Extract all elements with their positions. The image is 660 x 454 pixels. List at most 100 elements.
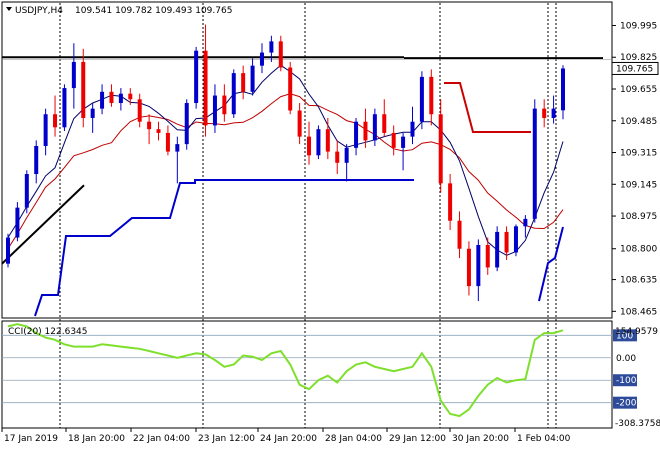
cci-level-label: 0.00: [616, 354, 636, 364]
candle-body: [43, 114, 48, 146]
cci-level-label: -100: [616, 376, 637, 386]
price-tick-label: 108.800: [620, 245, 657, 255]
candle-body: [6, 237, 10, 264]
cci-panel-frame: [1, 320, 613, 429]
candle-body: [194, 50, 199, 104]
candle-body: [175, 144, 180, 152]
price-tick-label: 109.315: [620, 149, 657, 159]
time-tick-label: 24 Jan 20:00: [260, 434, 317, 444]
cci-max-label: 154.9579: [615, 327, 658, 337]
candle-body: [448, 183, 453, 221]
price-tick-label: 109.655: [620, 85, 657, 95]
blue-support-line: [538, 226, 564, 302]
candle-body: [419, 76, 424, 122]
candle-body: [335, 151, 340, 163]
candle-body: [401, 136, 406, 148]
cci-level-label: 100: [616, 331, 633, 341]
time-tick-label: 17 Jan 2019: [4, 434, 58, 444]
price-tick-label: 108.975: [620, 212, 657, 222]
current-price-label: 109.765: [616, 64, 653, 74]
cci-level-label: -200: [616, 399, 637, 409]
candle-body: [438, 114, 443, 184]
candle-body: [137, 99, 142, 122]
candle-body: [532, 108, 537, 219]
candle-body: [382, 114, 387, 133]
price-tick-label: 109.995: [620, 21, 657, 31]
candle-body: [156, 129, 161, 133]
main-panel-frame: [1, 1, 613, 319]
candle-body: [391, 132, 396, 148]
red-moving-average: [7, 93, 564, 249]
time-tick-label: 18 Jan 20:00: [68, 434, 125, 444]
candle-body: [24, 174, 29, 208]
cci-min-label: -308.3758: [615, 419, 660, 429]
price-tick-label: 108.465: [620, 307, 657, 317]
candle-body: [307, 136, 312, 156]
candle-body: [504, 231, 509, 253]
blue-support-line: [34, 179, 414, 317]
time-tick-label: 23 Jan 12:00: [198, 434, 255, 444]
candle-body: [466, 248, 471, 287]
candle-body: [476, 245, 481, 287]
candle-body: [561, 68, 565, 111]
candle-body: [231, 73, 236, 115]
candle-body: [410, 121, 415, 137]
time-tick-label: 29 Jan 12:00: [389, 434, 446, 444]
candle-body: [457, 220, 462, 249]
candle-body: [316, 129, 321, 156]
candle-body: [250, 65, 255, 92]
candle-body: [118, 93, 123, 104]
time-tick-label: 28 Jan 04:00: [325, 434, 382, 444]
candle-body: [100, 91, 105, 109]
time-tick-label: 22 Jan 04:00: [133, 434, 190, 444]
candle-body: [297, 110, 302, 137]
cci-label: CCI(20) 122.6345: [8, 327, 88, 337]
candle-body: [90, 108, 95, 118]
candle-body: [325, 129, 330, 152]
ohlc-label: 109.541 109.782 109.493 109.765: [75, 6, 232, 16]
candle-body: [495, 231, 500, 268]
candle-body: [62, 88, 67, 128]
candle-body: [222, 95, 227, 115]
symbol-label: USDJPY,H4: [15, 6, 63, 16]
candle-body: [269, 41, 274, 53]
candle-body: [128, 93, 133, 100]
candle-body: [523, 218, 528, 227]
candle-body: [485, 245, 490, 268]
candle-body: [429, 76, 434, 115]
trend-line: [1, 184, 85, 265]
time-tick-label: 30 Jan 20:00: [452, 434, 509, 444]
candle-body: [542, 108, 547, 118]
price-tick-label: 109.485: [620, 117, 657, 127]
cci-level-tag: [613, 329, 637, 342]
candle-body: [71, 61, 76, 89]
candle-body: [363, 121, 368, 141]
candle-body: [344, 147, 349, 163]
candle-body: [147, 121, 152, 130]
candle-body: [288, 67, 293, 111]
candle-body: [203, 50, 208, 126]
red-resistance-line: [444, 82, 531, 133]
cci-level-tag: [613, 396, 637, 409]
current-price-tag: [611, 61, 659, 75]
candle-body: [551, 108, 556, 118]
candle-body: [34, 145, 39, 175]
candle-body: [184, 103, 189, 145]
candle-body: [513, 226, 518, 253]
price-tick-label: 108.635: [620, 276, 657, 286]
candle-body: [109, 91, 114, 104]
candle-body: [53, 114, 58, 128]
symbol-dropdown-icon[interactable]: [6, 7, 12, 11]
candle-body: [165, 132, 170, 152]
candle-body: [15, 207, 20, 238]
candle-body: [212, 95, 217, 126]
price-tick-label: 109.145: [620, 180, 657, 190]
candle-body: [81, 61, 86, 118]
price-tick-label: 109.825: [620, 53, 657, 63]
cci-level-tag: [613, 374, 637, 387]
candle-body: [259, 52, 264, 66]
candle-body: [372, 114, 377, 141]
time-tick-label: 1 Feb 04:00: [517, 434, 571, 444]
